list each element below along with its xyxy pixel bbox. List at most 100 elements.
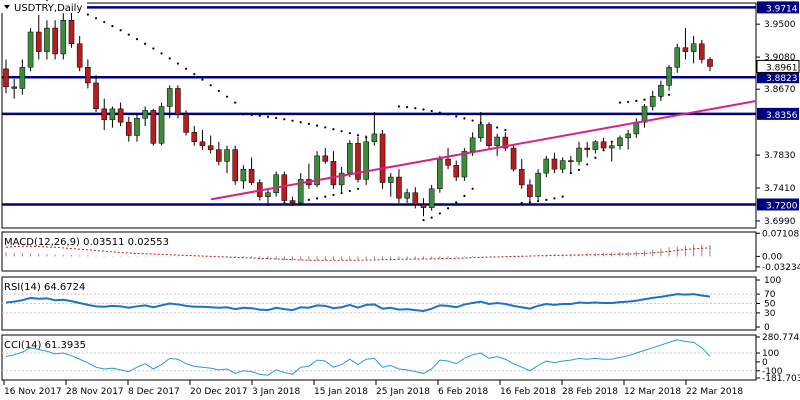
rsi-tick-label: 50 xyxy=(764,300,776,310)
sar-dot xyxy=(332,128,335,131)
cci-grid xyxy=(2,352,756,372)
sar-dot xyxy=(340,191,343,195)
candle-body xyxy=(289,200,296,204)
candle-body xyxy=(690,43,697,52)
sar-dot xyxy=(94,17,98,20)
candle xyxy=(625,130,631,150)
chart-title: USDTRY,Daily xyxy=(14,3,82,14)
sar-dot xyxy=(225,95,229,98)
candle-body xyxy=(265,192,271,197)
cci-tick-label: 0 xyxy=(762,358,768,368)
trendline xyxy=(210,100,757,201)
candle-body xyxy=(461,150,468,178)
date-tick-label: 3 Jan 2018 xyxy=(252,387,300,397)
candle xyxy=(666,64,672,91)
candle xyxy=(363,135,369,185)
sar-dot xyxy=(414,107,417,110)
candle-body xyxy=(592,141,599,150)
candle xyxy=(44,20,50,60)
candle xyxy=(183,110,189,136)
candle-body xyxy=(183,114,189,133)
date-tick-label: 20 Dec 2017 xyxy=(190,387,248,397)
candle-body xyxy=(379,133,386,183)
sar-dot xyxy=(184,67,188,70)
candle-body xyxy=(674,47,681,68)
sar-dot xyxy=(307,122,310,125)
candle xyxy=(527,179,533,205)
sar-dot xyxy=(643,98,646,101)
symbol-title[interactable]: USDTRY,Daily xyxy=(1,1,87,14)
candle-body xyxy=(109,108,116,121)
sar-dot xyxy=(406,106,409,109)
candle xyxy=(371,111,378,146)
sar-dot xyxy=(627,100,630,104)
date-tick-label: 28 Nov 2017 xyxy=(66,387,124,397)
candle xyxy=(322,148,329,164)
sar-dot xyxy=(430,109,433,113)
candle xyxy=(437,155,443,193)
date-tick-label: 16 Nov 2017 xyxy=(4,387,62,397)
candle xyxy=(101,98,108,131)
sar-dot xyxy=(356,187,360,190)
candle xyxy=(19,59,26,95)
candle xyxy=(576,141,582,166)
candle xyxy=(641,104,648,128)
sar-dot xyxy=(234,101,237,104)
sar-dot xyxy=(397,105,401,108)
level-tag-label: 3.7200 xyxy=(766,201,798,211)
candle-body xyxy=(207,145,214,150)
candle-body xyxy=(35,31,42,52)
candle-body xyxy=(281,174,288,201)
candle-body xyxy=(510,147,517,170)
candle xyxy=(674,43,681,73)
candle xyxy=(175,85,181,119)
rsi-tick-label: 100 xyxy=(764,276,781,286)
candles xyxy=(3,10,713,217)
candle-body xyxy=(486,124,492,146)
candle-body xyxy=(543,158,550,174)
cci-line xyxy=(5,339,711,376)
sar-dot xyxy=(348,132,351,135)
macd-tick-label: 0.07108 xyxy=(762,229,799,239)
sar-dot xyxy=(135,37,139,41)
candle-body xyxy=(608,145,615,149)
candle-body xyxy=(371,133,378,143)
candle-body xyxy=(658,85,664,97)
candle xyxy=(445,148,451,170)
sar-dot xyxy=(561,195,564,198)
sar-dot xyxy=(315,124,319,127)
candle-body xyxy=(11,86,17,89)
level-tag xyxy=(757,107,799,120)
candle-body xyxy=(175,88,181,115)
candle-body xyxy=(338,172,345,186)
candle xyxy=(551,152,558,174)
candle xyxy=(134,114,140,142)
candle xyxy=(109,106,116,128)
candle xyxy=(494,133,500,156)
candle xyxy=(281,171,288,203)
candle-body xyxy=(437,158,443,190)
candle-body xyxy=(150,110,157,144)
sar-dot xyxy=(667,93,671,96)
cci-title: CCI(14) 61.3935 xyxy=(4,340,86,351)
candle xyxy=(387,173,394,197)
candle xyxy=(166,85,173,119)
level-tag xyxy=(757,71,799,84)
candle xyxy=(502,132,509,152)
candle-body xyxy=(60,19,67,55)
candle-body xyxy=(445,158,451,166)
cci-tick-label: 100 xyxy=(762,349,779,359)
price-tick-label: 3.6990 xyxy=(764,217,796,227)
candle-body xyxy=(469,137,476,152)
candle-body xyxy=(617,137,623,146)
sar-dot xyxy=(291,119,294,122)
candle-body xyxy=(330,161,337,186)
sar-dot xyxy=(324,126,327,129)
rsi-line xyxy=(5,293,711,313)
candle-body xyxy=(600,141,607,149)
date-tick-label: 8 Dec 2017 xyxy=(128,387,180,397)
candle xyxy=(584,141,590,158)
candle-body xyxy=(191,132,198,143)
candle xyxy=(265,188,271,207)
